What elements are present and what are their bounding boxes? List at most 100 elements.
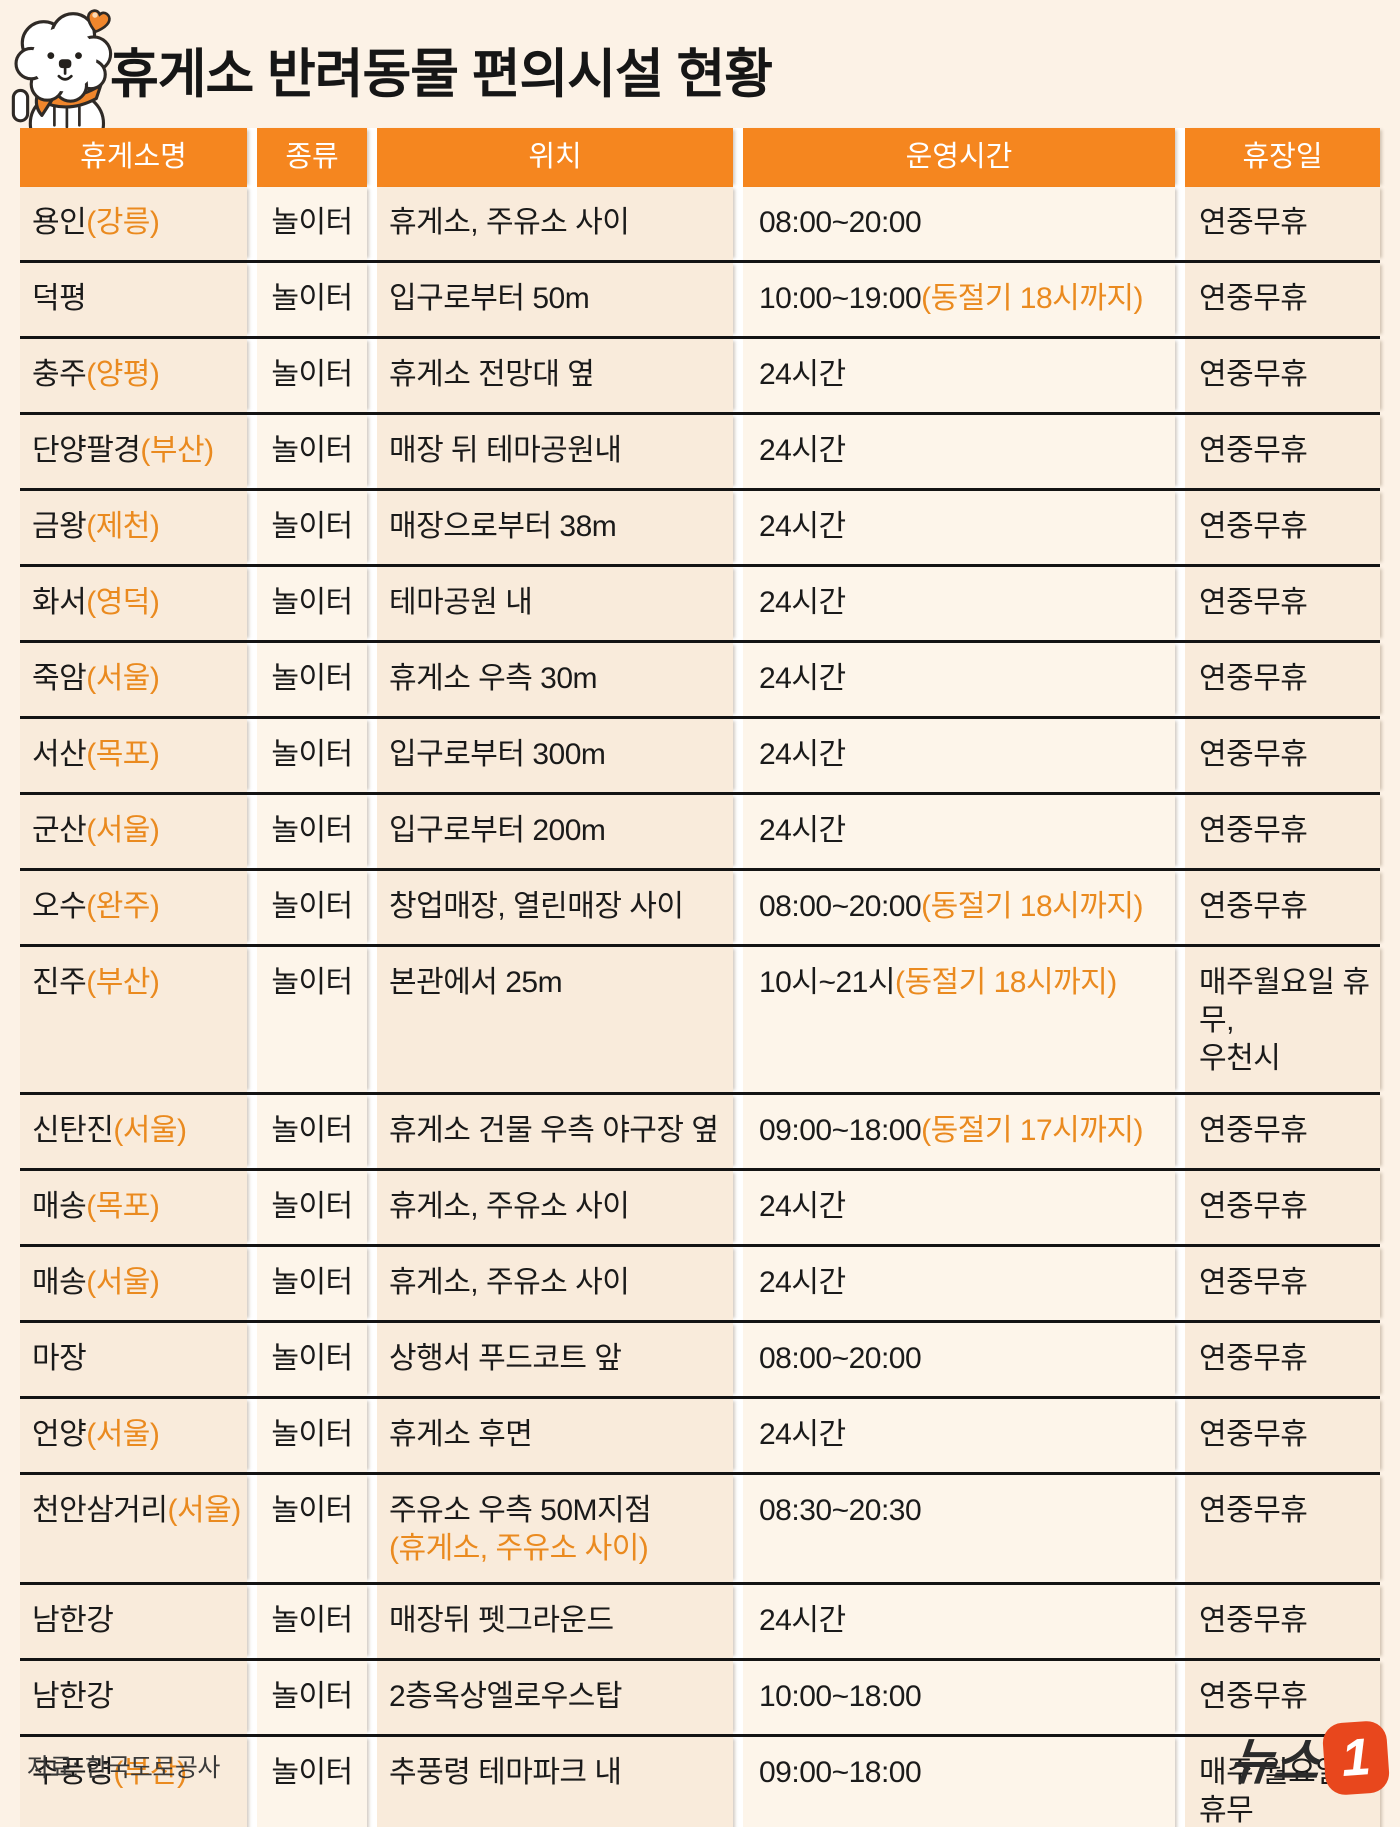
rest-stop-name: 용인 bbox=[32, 206, 87, 239]
cell-hours: 24시간 bbox=[743, 567, 1175, 640]
rest-stop-name: 화서 bbox=[32, 586, 87, 619]
rest-stop-name-note: (강릉) bbox=[86, 206, 160, 239]
cell-facility-type: 놀이터 bbox=[257, 1475, 367, 1582]
rest-stop-name-note: (서울) bbox=[167, 1494, 242, 1527]
rest-stop-name: 서산 bbox=[32, 738, 87, 771]
cell-closed-days: 연중무휴 bbox=[1185, 567, 1380, 640]
cell-rest-stop-name: 단양팔경(부산) bbox=[20, 415, 247, 488]
facility-table: 휴게소명 종류 위치 운영시간 휴장일 용인(강릉) 놀이터 휴게소, 주유소 … bbox=[20, 128, 1380, 1827]
table-body: 용인(강릉) 놀이터 휴게소, 주유소 사이 08:00~20:00 연중무휴 … bbox=[20, 187, 1380, 1827]
rest-stop-name-note: (목포) bbox=[86, 1190, 160, 1223]
table-row: 마장 놀이터 상행서 푸드코트 앞 08:00~20:00 연중무휴 bbox=[20, 1320, 1380, 1396]
closed-days-text: 연중무휴 bbox=[1199, 890, 1308, 923]
rest-stop-name: 덕평 bbox=[32, 282, 87, 315]
dog-mascot-icon bbox=[11, 9, 113, 128]
facility-type: 놀이터 bbox=[271, 282, 353, 315]
facility-type: 놀이터 bbox=[271, 206, 353, 239]
cell-hours: 10:00~19:00(동절기 18시까지) bbox=[743, 263, 1175, 336]
closed-days-text: 연중무휴 bbox=[1199, 1494, 1308, 1527]
rest-stop-name: 죽암 bbox=[32, 662, 87, 695]
location-text: 휴게소 건물 우측 야구장 옆 bbox=[389, 1114, 719, 1147]
hours-text: 10:00~18:00 bbox=[759, 1680, 922, 1713]
hours-text: 24시간 bbox=[759, 586, 846, 619]
cell-location: 본관에서 25m bbox=[377, 947, 733, 1092]
closed-days-text: 연중무휴 bbox=[1199, 1190, 1308, 1223]
location-text: 휴게소, 주유소 사이 bbox=[389, 1190, 630, 1223]
closed-days-text: 연중무휴 bbox=[1199, 1342, 1308, 1375]
cell-rest-stop-name: 매송(서울) bbox=[20, 1247, 247, 1320]
location-text: 매장으로부터 38m bbox=[389, 510, 617, 543]
cell-hours: 08:00~20:00(동절기 18시까지) bbox=[743, 871, 1175, 944]
closed-days-text: 연중무휴 bbox=[1199, 814, 1308, 847]
table-row: 남한강 놀이터 매장뒤 펫그라운드 24시간 연중무휴 bbox=[20, 1582, 1380, 1658]
location-text: 매장뒤 펫그라운드 bbox=[389, 1604, 614, 1637]
hours-text: 24시간 bbox=[759, 510, 846, 543]
rest-stop-name: 남한강 bbox=[32, 1604, 114, 1637]
cell-hours: 24시간 bbox=[743, 1399, 1175, 1472]
hours-note: (동절기 18시까지) bbox=[894, 966, 1117, 999]
closed-days-text: 연중무휴 bbox=[1199, 662, 1308, 695]
hours-text: 24시간 bbox=[759, 662, 846, 695]
page-title: 휴게소 반려동물 편의시설 현황 bbox=[110, 45, 773, 104]
location-text: 휴게소 전망대 옆 bbox=[389, 358, 595, 391]
rest-stop-name-note: (부산) bbox=[140, 434, 214, 467]
facility-type: 놀이터 bbox=[271, 738, 353, 771]
cell-hours: 10시~21시(동절기 18시까지) bbox=[743, 947, 1175, 1092]
cell-closed-days: 연중무휴 bbox=[1185, 1095, 1380, 1168]
hours-text: 09:00~18:00 bbox=[759, 1756, 922, 1789]
cell-hours: 10:00~18:00 bbox=[743, 1661, 1175, 1734]
cell-rest-stop-name: 용인(강릉) bbox=[20, 187, 247, 260]
table-row: 충주(양평) 놀이터 휴게소 전망대 옆 24시간 연중무휴 bbox=[20, 336, 1380, 412]
location-text: 휴게소 후면 bbox=[389, 1418, 533, 1451]
cell-rest-stop-name: 매송(목포) bbox=[20, 1171, 247, 1244]
closed-days-text: 연중무휴 bbox=[1199, 206, 1308, 239]
table-row: 서산(목포) 놀이터 입구로부터 300m 24시간 연중무휴 bbox=[20, 716, 1380, 792]
rest-stop-name: 충주 bbox=[32, 358, 87, 391]
table-row: 금왕(제천) 놀이터 매장으로부터 38m 24시간 연중무휴 bbox=[20, 488, 1380, 564]
facility-type: 놀이터 bbox=[271, 1418, 353, 1451]
cell-facility-type: 놀이터 bbox=[257, 871, 367, 944]
cell-rest-stop-name: 진주(부산) bbox=[20, 947, 247, 1092]
cell-hours: 24시간 bbox=[743, 795, 1175, 868]
cell-closed-days: 연중무휴 bbox=[1185, 1399, 1380, 1472]
facility-type: 놀이터 bbox=[271, 814, 353, 847]
hours-text: 08:30~20:30 bbox=[759, 1494, 922, 1527]
hours-text: 08:00~20:00 bbox=[759, 890, 922, 923]
hours-text: 10:00~19:00 bbox=[759, 282, 922, 315]
hours-text: 24시간 bbox=[759, 1418, 846, 1451]
cell-location: 입구로부터 50m bbox=[377, 263, 733, 336]
location-text: 매장 뒤 테마공원내 bbox=[389, 434, 622, 467]
cell-rest-stop-name: 남한강 bbox=[20, 1661, 247, 1734]
rest-stop-name-note: (양평) bbox=[86, 358, 160, 391]
cell-closed-days: 연중무휴 bbox=[1185, 263, 1380, 336]
rest-stop-name: 매송 bbox=[32, 1266, 87, 1299]
table-row: 매송(목포) 놀이터 휴게소, 주유소 사이 24시간 연중무휴 bbox=[20, 1168, 1380, 1244]
cell-rest-stop-name: 군산(서울) bbox=[20, 795, 247, 868]
rest-stop-name: 단양팔경 bbox=[32, 434, 141, 467]
cell-facility-type: 놀이터 bbox=[257, 1247, 367, 1320]
cell-facility-type: 놀이터 bbox=[257, 567, 367, 640]
news1-logo: 뉴스 1 bbox=[1227, 1719, 1391, 1797]
table-row: 신탄진(서울) 놀이터 휴게소 건물 우측 야구장 옆 09:00~18:00(… bbox=[20, 1092, 1380, 1168]
cell-closed-days: 연중무휴 bbox=[1185, 1475, 1380, 1582]
heart-icon bbox=[86, 9, 111, 34]
cell-location: 주유소 우측 50M지점 (휴게소, 주유소 사이) bbox=[377, 1475, 733, 1582]
column-header-hours: 운영시간 bbox=[743, 128, 1175, 187]
cell-facility-type: 놀이터 bbox=[257, 1323, 367, 1396]
hours-text: 24시간 bbox=[759, 1190, 846, 1223]
facility-type: 놀이터 bbox=[271, 1190, 353, 1223]
cell-rest-stop-name: 죽암(서울) bbox=[20, 643, 247, 716]
facility-type: 놀이터 bbox=[271, 1342, 353, 1375]
cell-hours: 24시간 bbox=[743, 1585, 1175, 1658]
facility-type: 놀이터 bbox=[271, 1114, 353, 1147]
closed-days-text: 연중무휴 bbox=[1199, 510, 1308, 543]
table-row: 오수(완주) 놀이터 창업매장, 열린매장 사이 08:00~20:00(동절기… bbox=[20, 868, 1380, 944]
rest-stop-name: 천안삼거리 bbox=[32, 1494, 168, 1527]
location-text: 테마공원 내 bbox=[389, 586, 533, 619]
table-row: 남한강 놀이터 2층옥상엘로우스탑 10:00~18:00 연중무휴 bbox=[20, 1658, 1380, 1734]
facility-type: 놀이터 bbox=[271, 1756, 353, 1789]
cell-facility-type: 놀이터 bbox=[257, 187, 367, 260]
cell-rest-stop-name: 추풍령(부산) bbox=[20, 1737, 247, 1827]
cell-facility-type: 놀이터 bbox=[257, 1737, 367, 1827]
closed-days-text: 연중무휴 bbox=[1199, 1680, 1308, 1713]
